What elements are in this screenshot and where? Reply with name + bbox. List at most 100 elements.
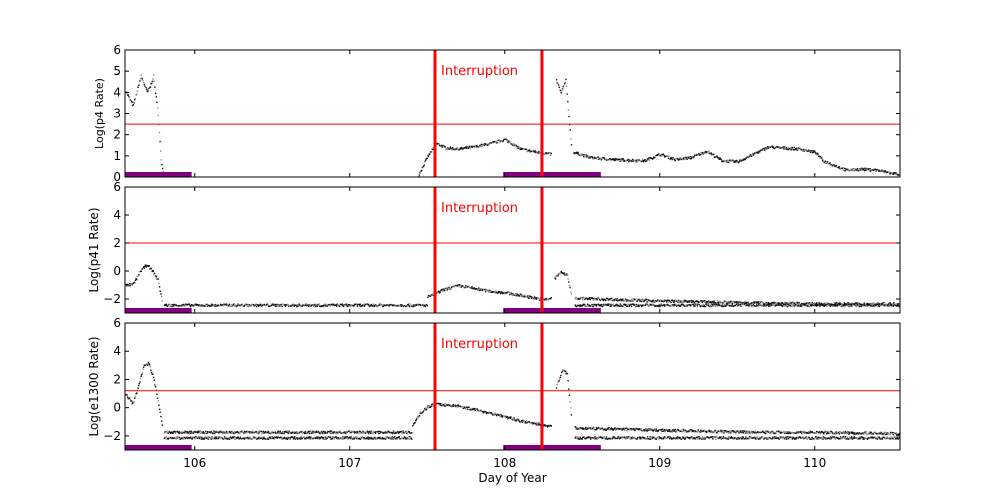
data-point <box>189 304 191 307</box>
data-point <box>684 429 686 431</box>
data-point <box>740 437 742 439</box>
data-point <box>512 142 515 145</box>
data-point <box>647 304 649 306</box>
data-point <box>823 302 825 305</box>
data-point <box>679 305 682 307</box>
data-point <box>389 438 391 440</box>
data-point <box>337 304 340 306</box>
data-point <box>864 303 867 306</box>
data-point <box>721 304 723 306</box>
data-point <box>691 301 693 303</box>
data-point <box>896 437 898 440</box>
data-point <box>782 437 784 440</box>
data-point <box>361 437 363 439</box>
data-point <box>713 303 715 305</box>
data-point <box>438 290 440 293</box>
data-point <box>870 304 872 306</box>
data-point <box>706 304 708 306</box>
data-point <box>786 436 788 438</box>
data-point <box>534 298 536 300</box>
data-point <box>259 303 262 305</box>
data-point <box>516 293 518 295</box>
data-point <box>290 432 293 434</box>
data-point <box>679 301 681 304</box>
data-point <box>466 147 469 149</box>
data-point <box>233 431 236 433</box>
data-point <box>612 158 614 160</box>
x-tick-label: 109 <box>648 456 671 470</box>
data-point <box>659 305 662 307</box>
data-point <box>185 431 187 434</box>
data-point <box>832 304 835 306</box>
data-point <box>468 409 471 411</box>
data-point <box>716 431 718 434</box>
data-point <box>736 301 738 303</box>
data-point <box>819 433 822 435</box>
data-point <box>445 287 448 289</box>
data-point <box>749 436 751 438</box>
data-point <box>833 164 835 166</box>
data-point <box>251 438 253 440</box>
data-point <box>545 297 547 300</box>
data-point <box>831 430 833 433</box>
data-point <box>322 437 325 439</box>
data-point <box>630 305 633 308</box>
data-point <box>489 291 491 293</box>
data-point <box>608 303 610 305</box>
data-point <box>564 370 567 373</box>
data-point <box>804 304 806 306</box>
data-point <box>182 304 184 307</box>
data-point <box>131 283 133 286</box>
data-point <box>657 436 659 438</box>
data-point <box>292 303 295 305</box>
data-point <box>729 432 731 434</box>
data-series <box>418 138 552 177</box>
data-point <box>613 158 616 160</box>
data-point <box>371 432 374 435</box>
data-point <box>886 437 888 439</box>
data-point <box>873 302 875 304</box>
data-point <box>667 155 669 157</box>
data-point <box>452 404 454 406</box>
data-point <box>635 298 637 301</box>
data-point <box>662 301 665 303</box>
data-point <box>626 436 628 438</box>
data-point <box>757 436 759 438</box>
data-point <box>141 373 143 376</box>
data-point <box>772 431 775 433</box>
data-point <box>604 428 606 430</box>
data-point <box>686 300 688 302</box>
data-point <box>215 304 217 306</box>
data-point <box>559 376 561 379</box>
y-tick-label: 6 <box>113 180 121 194</box>
data-point <box>671 431 673 433</box>
data-point <box>796 305 798 307</box>
data-point <box>703 301 705 303</box>
data-point <box>212 437 214 439</box>
data-point <box>163 432 166 434</box>
data-point <box>187 432 189 434</box>
data-point <box>160 150 162 152</box>
data-point <box>449 146 451 148</box>
data-point <box>625 300 628 302</box>
data-point <box>324 431 327 433</box>
data-point <box>596 299 598 301</box>
data-point <box>238 438 241 440</box>
data-point <box>785 304 787 306</box>
data-point <box>330 438 332 440</box>
data-point <box>381 437 384 439</box>
data-point <box>447 404 449 407</box>
data-point <box>421 411 423 414</box>
data-point <box>161 167 164 170</box>
data-point <box>582 427 584 430</box>
data-point <box>640 429 642 431</box>
data-point <box>323 304 325 306</box>
data-point <box>839 438 841 440</box>
data-point <box>750 155 753 157</box>
data-point <box>701 438 703 440</box>
data-point <box>744 430 746 432</box>
data-point <box>499 415 502 417</box>
data-point <box>841 432 844 434</box>
data-point <box>797 303 800 305</box>
data-point <box>395 305 398 308</box>
